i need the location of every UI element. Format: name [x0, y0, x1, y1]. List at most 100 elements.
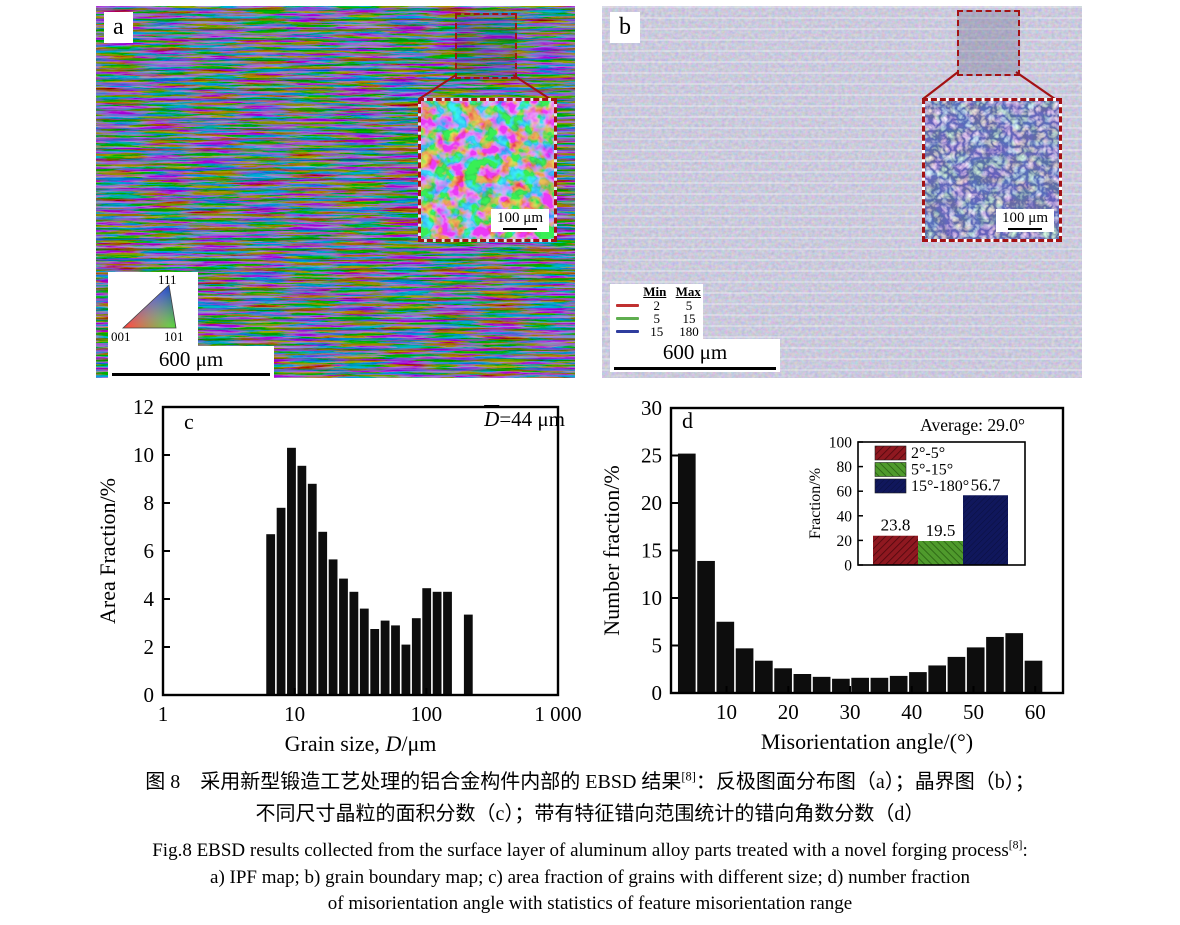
panel-a-inset-magnified: 100 μm — [418, 98, 557, 242]
inset-bar-value: 23.8 — [881, 516, 911, 535]
histogram-bar — [422, 588, 432, 695]
legend-line-red — [616, 304, 639, 307]
histogram-bar — [793, 674, 812, 693]
inset-bar — [873, 535, 918, 565]
legend-header-min: Min — [643, 284, 667, 299]
histogram-bar — [411, 618, 421, 695]
inset-legend-label: 2°-5° — [911, 445, 945, 462]
inset-legend-swatch — [874, 478, 907, 494]
y-tick-label: 12 — [133, 395, 154, 419]
histogram-bar — [463, 614, 473, 695]
inset-y-tick-label: 20 — [837, 533, 853, 550]
histogram-bar — [832, 678, 850, 693]
x-tick-label: 10 — [716, 700, 737, 724]
x-tick-label: 50 — [963, 700, 984, 724]
x-tick-label: 100 — [411, 702, 443, 726]
panel-b-inset-scalebar-line — [1008, 228, 1043, 230]
x-tick-label: 60 — [1025, 700, 1046, 724]
inset-average-label: Average: 29.0° — [920, 415, 1025, 435]
histogram-bar — [401, 644, 411, 695]
histogram-bar — [928, 665, 947, 693]
y-tick-label: 2 — [144, 635, 155, 659]
ipf-label-101: 101 — [164, 329, 184, 344]
y-tick-label: 25 — [641, 444, 662, 468]
inset-y-tick-label: 100 — [829, 435, 853, 452]
panel-b-inset-scalebar: 100 μm — [996, 209, 1054, 232]
histogram-bar — [986, 636, 1004, 693]
inset-bar-value: 56.7 — [971, 475, 1001, 494]
d-bar-symbol: D — [484, 407, 500, 431]
histogram-bar — [812, 676, 831, 693]
histogram-bar — [966, 647, 985, 693]
panel-b-inset-scalebar-label: 100 μm — [1002, 210, 1048, 226]
legend-header-max: Max — [675, 284, 701, 299]
histogram-bar — [266, 534, 276, 695]
ipf-label-001: 001 — [111, 329, 131, 344]
histogram-bar — [349, 591, 359, 695]
x-tick-label: 1 — [158, 702, 169, 726]
inset-legend-label: 5°-15° — [911, 462, 953, 479]
histogram-bar — [909, 672, 927, 693]
reference-marker: [8] — [681, 769, 696, 784]
histogram-bar — [339, 578, 348, 695]
legend-row-low-angle: 2 5 — [610, 298, 703, 312]
histogram-bar — [716, 621, 735, 693]
y-tick-label: 10 — [133, 443, 154, 467]
histogram-bar — [1024, 660, 1043, 693]
histogram-bar — [318, 531, 328, 695]
histogram-bar — [443, 591, 452, 695]
inset-legend-swatch — [874, 462, 907, 477]
panel-b-inset-texture — [925, 101, 1059, 239]
histogram-bar — [755, 660, 773, 693]
y-axis-label: Number fraction/% — [599, 465, 624, 635]
histogram-bar — [328, 559, 338, 695]
ipf-color-triangle: 111 001 101 — [108, 272, 198, 346]
x-tick-label: 1 000 — [534, 702, 581, 726]
panel-a-inset-scalebar-line — [503, 228, 538, 230]
legend-row-mid-angle: 5 15 — [610, 311, 703, 325]
y-tick-label: 0 — [652, 681, 663, 705]
inset-y-axis-label: Fraction/% — [807, 468, 824, 539]
inset-bar-value: 19.5 — [926, 521, 956, 540]
panel-b-scalebar: 600 μm — [610, 339, 780, 372]
y-tick-label: 4 — [144, 587, 155, 611]
y-tick-label: 10 — [641, 586, 662, 610]
histogram-bar — [391, 625, 400, 695]
inset-y-tick-label: 40 — [837, 508, 853, 525]
panel-b-inset-magnified: 100 μm — [922, 98, 1062, 242]
inset-bar — [963, 495, 1008, 565]
inset-y-tick-label: 0 — [844, 558, 852, 575]
reference-marker: [8] — [1008, 838, 1023, 852]
panel-a-inset-scalebar-label: 100 μm — [497, 210, 543, 226]
x-tick-label: 20 — [778, 700, 799, 724]
area-fraction-chart: 0 2 4 6 8 10 12 1 10 100 1 000 Area Fraction/% Grain… — [95, 395, 582, 756]
boundary-legend-header: Min Max — [610, 285, 703, 299]
histogram-bar — [870, 677, 889, 693]
boundary-legend: Min Max 2 5 5 15 15 180 — [610, 284, 703, 343]
panel-a-scalebar-label: 600 μm — [158, 347, 224, 371]
histogram-bar — [889, 675, 908, 693]
histogram-bar — [947, 656, 966, 693]
inset-legend-swatch — [874, 445, 907, 461]
inset-legend-label: 15°-180° — [911, 478, 969, 495]
histogram-bar — [380, 620, 390, 695]
inset-bar — [918, 541, 963, 565]
panel-a-scalebar-line — [112, 373, 270, 376]
panel-b-grain-boundary-map: b 100 μm Min Max 2 5 — [602, 6, 1082, 378]
caption-chinese-line2: 不同尺寸晶粒的面积分数（c）；带有特征错向范围统计的错向角数分数（d） — [255, 803, 925, 825]
histogram-bar — [287, 447, 296, 695]
y-tick-label: 8 — [144, 491, 155, 515]
legend-row-high-angle: 15 180 — [610, 324, 703, 338]
x-axis-label: Grain size, D/μm — [285, 731, 437, 756]
inset-y-tick-label: 60 — [837, 484, 853, 501]
panel-b-scalebar-label: 600 μm — [662, 340, 728, 364]
caption-chinese-line1: 图 8 采用新型锻造工艺处理的铝合金构件内部的 EBSD 结果[8]：反极图面分… — [145, 769, 1035, 793]
histogram-bar — [1005, 633, 1024, 693]
caption-english-line1: Fig.8 EBSD results collected from the su… — [152, 838, 1028, 861]
panel-a-label: a — [104, 12, 133, 43]
y-tick-label: 20 — [641, 491, 662, 515]
legend-line-blue — [616, 330, 639, 333]
x-tick-label: 10 — [284, 702, 305, 726]
panel-b-roi-rect — [957, 10, 1020, 76]
